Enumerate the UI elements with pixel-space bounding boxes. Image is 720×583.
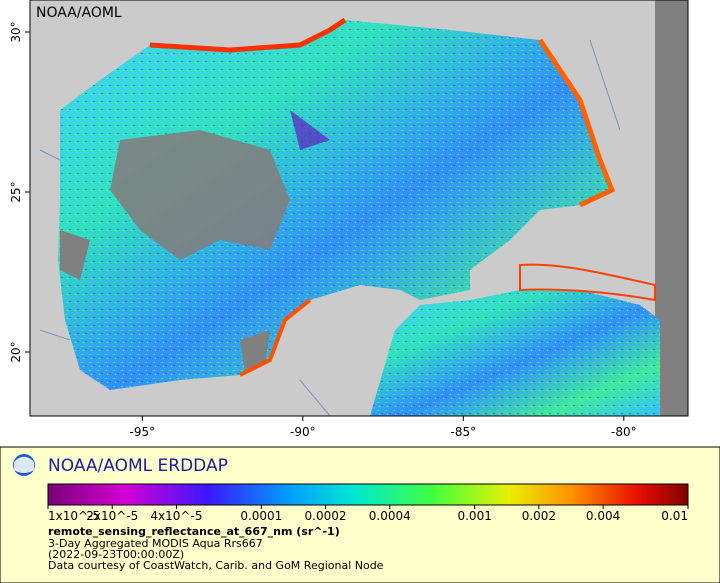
axes: -95° -90° -85° -80° 20° 25° 30°	[9, 21, 637, 439]
no-data	[240, 330, 270, 372]
noaa-logo	[14, 456, 34, 473]
map-frame	[29, 0, 689, 417]
legend-title: NOAA/AOML ERDDAP	[48, 456, 228, 476]
no-data	[110, 130, 290, 260]
y-tick-label: 30°	[9, 21, 23, 42]
colorbar-tick-label: 0.0004	[369, 509, 411, 523]
colorbar-tick-label: 4x10^-5	[150, 509, 202, 523]
no-data	[655, 0, 688, 416]
river	[39, 39, 621, 416]
map: NOAA/AOML	[30, 0, 688, 416]
texture	[58, 20, 660, 416]
dataset: 3-Day Aggregated MODIS Aqua Rrs667	[48, 537, 263, 550]
legend-box	[0, 446, 720, 583]
colorbar	[47, 483, 689, 506]
colorbar-tick-label: 2x10^-5	[86, 509, 138, 523]
colorbar-tick-label: 0.01	[661, 509, 688, 523]
colorbar-tick-label: 0.002	[522, 509, 556, 523]
credit: Data courtesy of CoastWatch, Carib. and …	[48, 559, 384, 572]
time: (2022-09-23T00:00:00Z)	[48, 548, 184, 561]
no-data	[60, 230, 90, 280]
low-patch	[290, 110, 330, 150]
colorbar-tick-label: 1x10^-5	[48, 509, 100, 523]
y-tick-label: 20°	[9, 341, 23, 362]
y-tick-label: 25°	[9, 181, 23, 202]
coastal-high	[149, 17, 347, 53]
colorbar-tick-label: 0.0002	[305, 509, 347, 523]
x-tick-label: -85°	[451, 425, 477, 439]
coastal-high	[537, 38, 616, 208]
variable: remote_sensing_reflectance_at_667_nm (sr…	[48, 525, 340, 538]
map-label: NOAA/AOML	[36, 5, 122, 21]
colorbar-tick-label: 0.0001	[240, 509, 282, 523]
cuba	[519, 263, 656, 302]
x-tick-label: -80°	[611, 425, 637, 439]
x-tick-label: -90°	[290, 425, 316, 439]
colorbar-tick-label: 0.001	[457, 509, 491, 523]
x-tick-label: -95°	[130, 425, 156, 439]
colorbar-tick-label: 0.004	[586, 509, 620, 523]
coastal-high	[239, 298, 312, 377]
